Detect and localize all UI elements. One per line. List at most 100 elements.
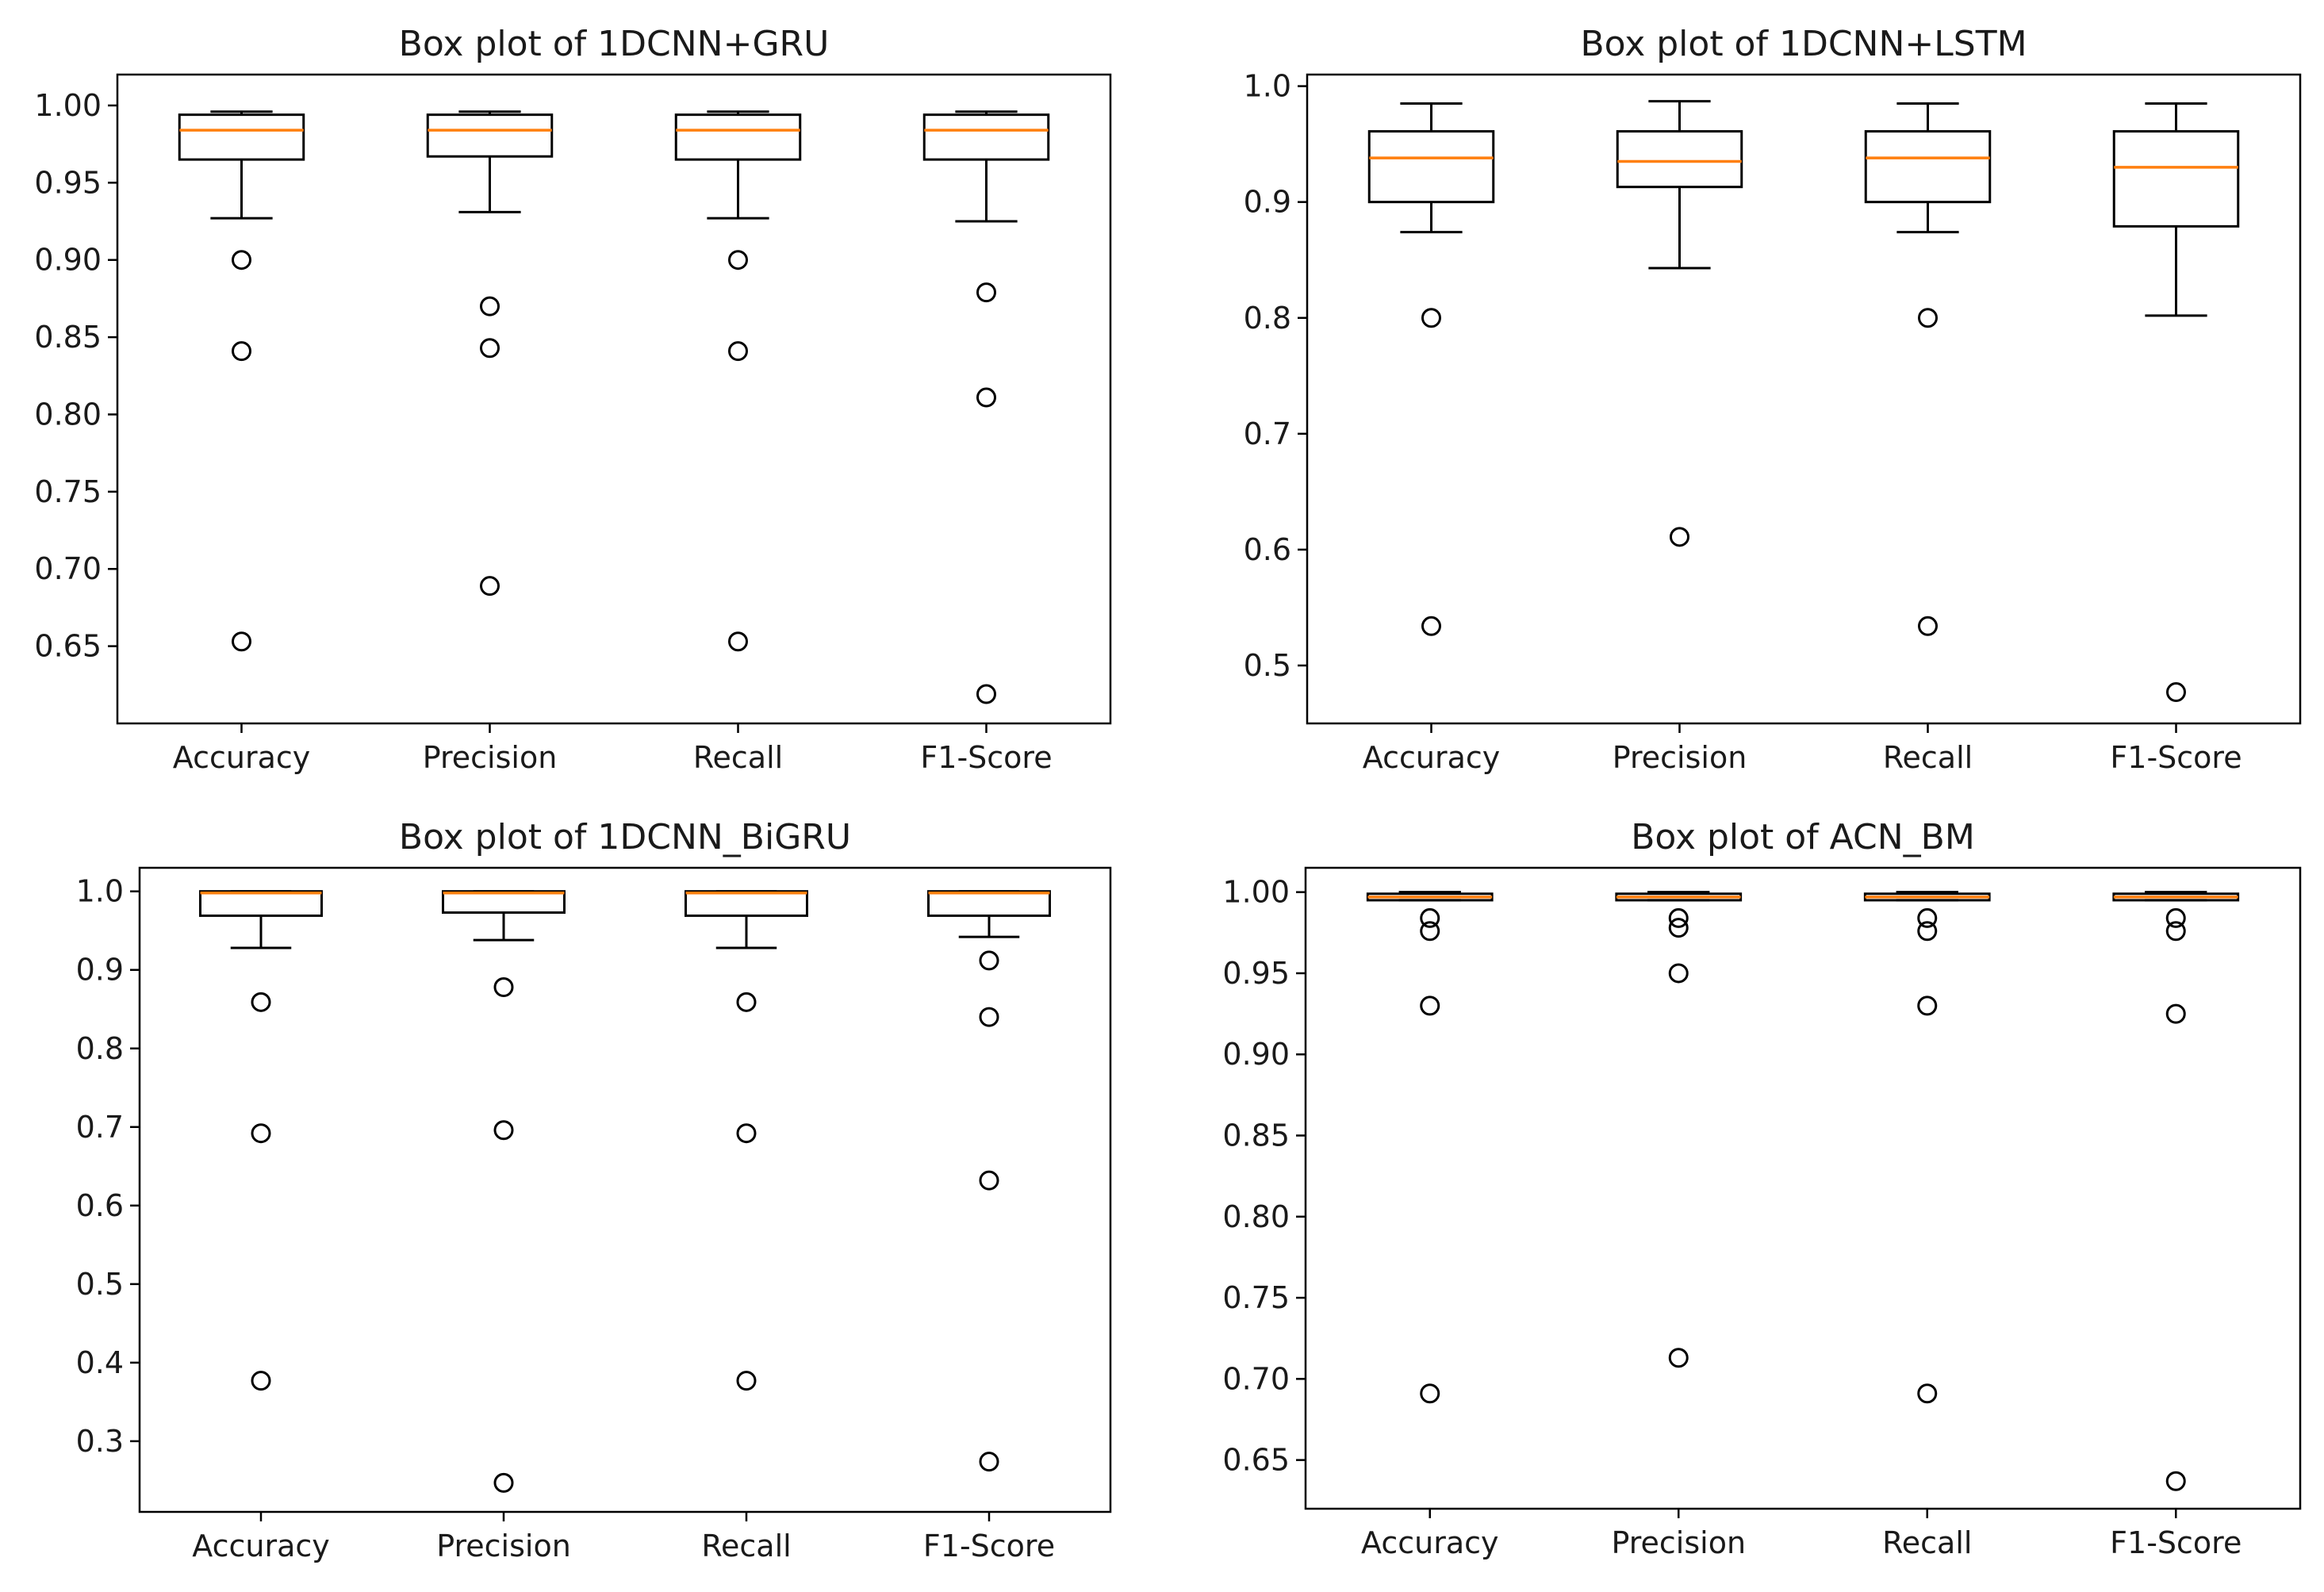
outlier-point-accuracy [1420,1383,1440,1404]
y-tick-label: 1.0 [76,874,124,909]
box-accuracy [1367,130,1495,204]
outlier-point-precision [1668,918,1689,938]
x-tick-label-f1-score: F1-Score [923,1529,1055,1563]
outlier-point-precision [1670,527,1689,547]
outlier-point-recall [1917,995,1938,1016]
outlier-point-recall [728,250,748,270]
outlier-point-accuracy [1421,616,1441,636]
chart-panel-3: Box plot of 1DCNN_BiGRU 0.3 0.4 0.5 0.6 0.7 0.… [76,817,1112,1563]
x-tick-label-f1-score: F1-Score [2110,1525,2242,1560]
y-tick-label: 0.80 [1222,1199,1290,1234]
outlier-point-accuracy [232,631,251,652]
outlier-point-precision [480,338,500,359]
outlier-point-precision [493,1472,514,1493]
x-tick-label-accuracy: Accuracy [192,1529,330,1563]
plot-area-frame [1304,866,2302,1510]
x-tick-label-accuracy: Accuracy [1361,1525,1499,1560]
outlier-point-precision [1668,907,1689,928]
box-recall [1864,130,1992,204]
outlier-point-accuracy [232,250,251,270]
y-tick-label: 0.85 [1222,1118,1290,1153]
y-tick-label: 1.0 [1244,69,1291,104]
outlier-point-recall [728,341,748,362]
x-tick-label-accuracy: Accuracy [173,740,311,775]
chart-title: Box plot of 1DCNN+GRU [399,24,830,64]
outlier-point-precision [480,296,500,316]
outlier-point-f1-score [979,1452,999,1472]
outlier-point-recall [736,1123,757,1144]
outlier-point-accuracy [1420,995,1440,1016]
outlier-point-recall [1918,616,1938,636]
y-tick-label: 0.70 [34,551,102,586]
outlier-point-accuracy [251,1123,271,1144]
chart-panel-2: Box plot of 1DCNN+LSTM 0.5 0.6 0.7 0.8 0.9 1.0… [1244,24,2302,775]
chart-panel-1: Box plot of 1DCNN+GRU 0.65 0.70 0.75 0.80 0.8… [34,24,1112,775]
y-tick-label: 1.00 [34,88,102,123]
x-tick-label-f1-score: F1-Score [2110,740,2242,775]
y-tick-label: 0.5 [76,1267,124,1302]
outlier-point-precision [493,1120,514,1141]
y-tick-label: 0.6 [1244,532,1291,567]
outlier-point-recall [1918,308,1938,328]
outlier-point-precision [1668,1348,1689,1368]
box-recall [685,890,808,917]
y-tick-label: 0.9 [76,953,124,988]
plot-area-frame [1306,73,2302,725]
box-precision [442,890,566,914]
plot-area-frame [138,866,1112,1513]
outlier-point-recall [1917,921,1938,942]
y-tick-label: 0.95 [1222,956,1290,991]
x-tick-label-precision: Precision [436,1529,571,1563]
box-f1-score [2112,130,2240,228]
plot-area-frame [116,73,1112,725]
box-f1-score [927,890,1051,917]
outlier-point-recall [736,992,757,1012]
chart-title: Box plot of 1DCNN+LSTM [1580,24,2027,64]
y-tick-label: 0.95 [34,165,102,200]
x-tick-label-recall: Recall [701,1529,791,1563]
outlier-point-recall [1917,907,1938,928]
outlier-point-recall [736,1371,757,1391]
y-tick-label: 0.75 [1222,1280,1290,1315]
box-precision [1616,130,1743,189]
outlier-point-f1-score [2165,921,2186,942]
outlier-point-precision [1668,963,1689,984]
chart-title: Box plot of 1DCNN_BiGRU [399,817,851,857]
outlier-point-f1-score [2166,682,2186,703]
box-accuracy [178,113,305,161]
chart-title: Box plot of ACN_BM [1631,817,1975,857]
outlier-point-accuracy [1420,921,1440,942]
outlier-point-precision [480,576,500,597]
x-tick-label-recall: Recall [1883,740,1973,775]
outlier-point-accuracy [232,341,251,362]
outlier-point-f1-score [2165,907,2186,928]
outlier-point-f1-score [979,1170,999,1191]
y-tick-label: 0.85 [34,320,102,355]
x-tick-label-recall: Recall [1882,1525,1972,1560]
y-tick-label: 0.7 [76,1110,124,1145]
x-tick-label-precision: Precision [423,740,558,775]
y-tick-label: 0.8 [76,1031,124,1066]
y-tick-label: 0.4 [76,1345,124,1380]
box-recall [674,113,802,161]
box-accuracy [199,890,323,917]
x-tick-label-precision: Precision [1611,1525,1746,1560]
outlier-point-recall [1917,1383,1938,1404]
outlier-point-accuracy [1421,308,1441,328]
y-tick-label: 0.3 [76,1424,124,1459]
y-tick-label: 0.9 [1244,185,1291,220]
outlier-point-f1-score [979,950,999,971]
chart-panel-4: Box plot of ACN_BM 0.65 0.70 0.75 0.80 0.85 0.… [1222,817,2302,1560]
y-tick-label: 1.00 [1222,875,1290,910]
y-tick-label: 0.5 [1244,648,1291,683]
y-tick-label: 0.7 [1244,416,1291,451]
outlier-point-precision [493,977,514,998]
outlier-point-f1-score [976,282,996,303]
outlier-point-f1-score [976,684,996,704]
outlier-point-f1-score [976,387,996,408]
outlier-point-accuracy [1420,907,1440,928]
x-tick-label-f1-score: F1-Score [920,740,1052,775]
outlier-point-accuracy [251,992,271,1012]
